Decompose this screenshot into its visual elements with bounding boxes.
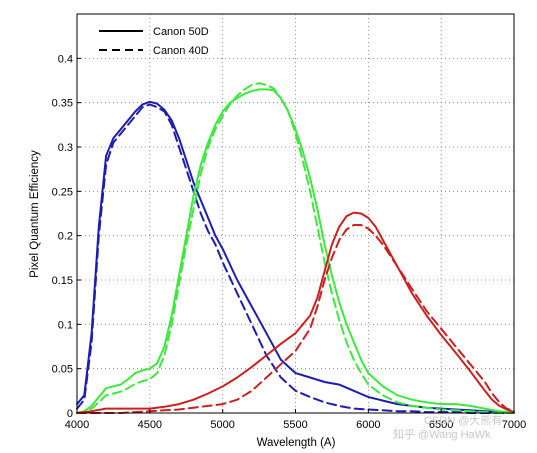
- x-tick-label: 4000: [65, 419, 89, 431]
- y-tick-label: 0.2: [58, 231, 73, 243]
- watermark-csdn: CSDN @大熊有: [424, 413, 502, 427]
- y-tick-label: 0.35: [52, 98, 73, 110]
- grid: [77, 14, 514, 413]
- y-tick-label: 0.4: [58, 53, 73, 65]
- x-tick-label: 7000: [502, 419, 526, 431]
- x-tick-label: 6500: [429, 419, 453, 431]
- y-tick-label: 0.15: [52, 275, 73, 287]
- series-line-red-40d: [76, 224, 515, 414]
- x-axis: 4000 4500 5000 5500 6000 6500 7000: [65, 409, 526, 431]
- x-axis-label: Wavelength (A): [257, 437, 336, 449]
- y-tick-label: 0: [67, 408, 73, 420]
- legend-label-50d: Canon 50D: [153, 26, 209, 38]
- watermark-zhihu: 知乎 @Wang HaWk: [393, 427, 491, 441]
- x-tick-label: 5000: [210, 419, 234, 431]
- series-line-green-50d: [76, 88, 515, 414]
- legend-label-40d: Canon 40D: [153, 45, 209, 57]
- series-layer: [76, 82, 515, 414]
- y-tick-label: 0.1: [58, 319, 73, 331]
- legend: Canon 50D Canon 40D: [99, 26, 209, 57]
- x-tick-label: 4500: [138, 419, 162, 431]
- x-tick-label: 5500: [283, 419, 307, 431]
- series-line-green-40d: [76, 82, 515, 414]
- y-tick-label: 0.25: [52, 186, 73, 198]
- y-axis: 0 0.05 0.1 0.15 0.2 0.25 0.3 0.35 0.4: [52, 53, 81, 420]
- y-tick-label: 0.05: [52, 364, 73, 376]
- x-tick-label: 6000: [356, 419, 380, 431]
- series-line-red-50d: [76, 211, 515, 414]
- y-axis-label: Pixel Quantum Efficiency: [29, 150, 41, 278]
- series-line-blue-40d: [76, 103, 515, 414]
- y-tick-label: 0.3: [58, 142, 73, 154]
